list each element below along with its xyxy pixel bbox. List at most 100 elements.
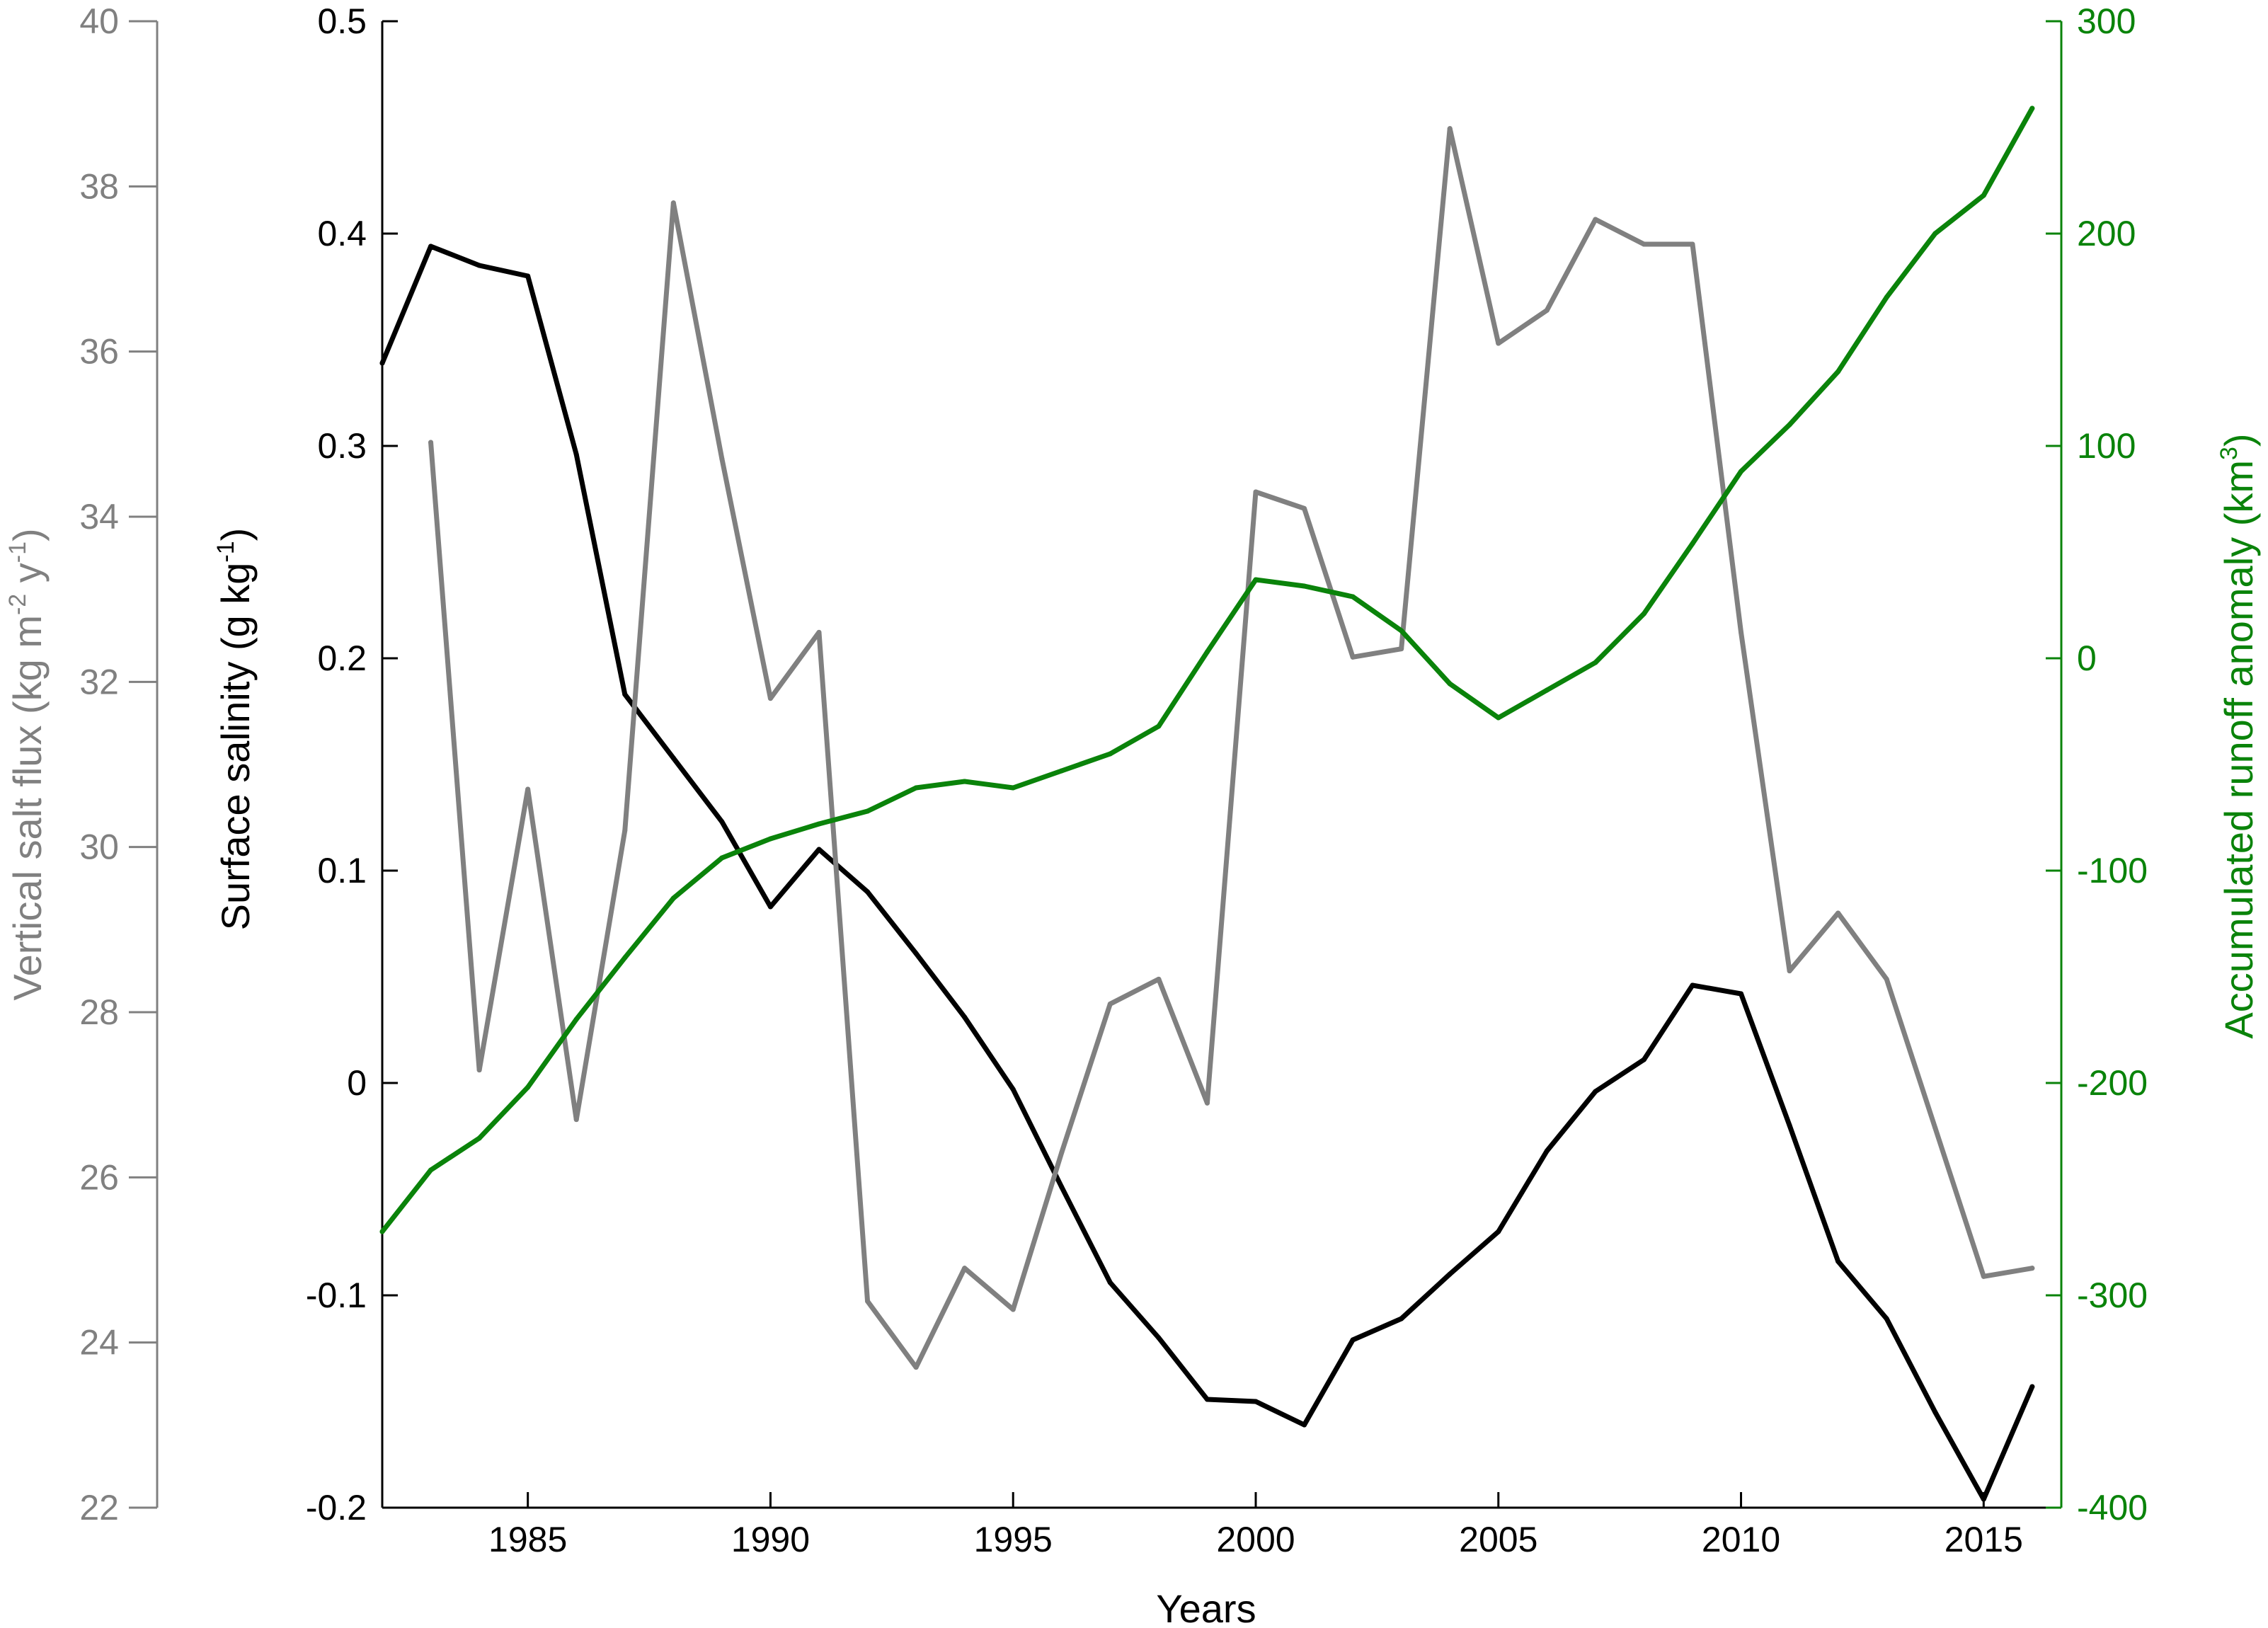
salinity-tick-label: -0.2 [306,1488,367,1527]
runoff-data-point [1981,193,1986,198]
flux-data-point [1787,968,1792,974]
salinity-data-point [719,819,725,825]
runoff-data-point [1010,785,1016,791]
runoff-data-point [1399,628,1404,634]
runoff-data-point [1496,715,1501,721]
salinity-series-line [379,243,2035,1502]
flux-tick-label: 34 [79,497,119,537]
salinity-data-point [1593,1089,1598,1094]
flux-data-point [1156,976,1162,982]
salinity-data-point [1253,1399,1259,1404]
flux-data-point [1544,307,1550,313]
flux-data-point [1835,910,1841,916]
flux-axis-title: Vertical salt flux (kg m-2 y-1) [4,528,50,1000]
runoff-data-point [1593,660,1598,665]
flux-data-point [1496,340,1501,346]
flux-tick-label: 36 [79,332,119,372]
x-tick-label: 2005 [1459,1520,1537,1559]
flux-data-point [525,786,531,792]
flux-data-point [1447,126,1453,132]
runoff-tick-label: -400 [2077,1488,2148,1527]
flux-data-point [1641,241,1646,247]
salinity-data-point [670,755,676,761]
salinity-data-point [1690,982,1695,988]
runoff-data-point [525,1084,531,1090]
salinity-data-point [2029,1384,2035,1389]
salinity-data-point [1835,1259,1841,1264]
flux-data-point [1884,976,1889,982]
series-layer [379,105,2035,1502]
flux-data-point [1739,629,1744,635]
salinity-data-point [865,889,871,895]
salinity-data-point [1932,1409,1938,1415]
runoff-data-point [719,855,725,861]
runoff-data-point [1544,687,1550,693]
salinity-data-point [1107,1280,1113,1285]
flux-data-point [1399,646,1404,652]
salinity-tick-label: 0.2 [317,638,367,678]
runoff-data-point [2029,105,2035,111]
flux-tick-label: 30 [79,827,119,867]
runoff-series-line [379,105,2035,1234]
flux-data-point [476,1067,482,1073]
runoff-data-point [962,779,968,784]
salinity-tick-label: 0.5 [317,1,367,41]
flux-data-point [428,440,434,445]
salinity-data-point [1350,1337,1356,1343]
salinity-data-point [525,273,531,279]
runoff-data-point [1156,723,1162,729]
salinity-data-point [1204,1397,1210,1402]
x-tick-label: 1990 [731,1520,810,1559]
salinity-data-point [428,243,434,249]
salinity-data-point [1739,991,1744,997]
flux-data-point [865,1298,871,1304]
flux-tick-label: 32 [79,662,119,701]
flux-data-point [1253,489,1259,495]
flux-data-point [1690,241,1695,247]
runoff-data-point [1302,583,1307,589]
salinity-data-point [767,904,773,910]
flux-data-point [1350,654,1356,660]
flux-data-point [1981,1273,1986,1279]
runoff-data-point [428,1167,434,1173]
x-tick-label: 1985 [488,1520,567,1559]
runoff-data-point [1884,294,1889,300]
flux-data-point [913,1365,919,1370]
flux-series-line [428,126,2035,1370]
salinity-data-point [913,951,919,956]
runoff-axis-title: Accumulated runoff anomaly (km3) [2216,433,2261,1038]
flux-data-point [2029,1266,2035,1271]
flux-data-point [1204,1100,1210,1106]
runoff-data-point [1253,577,1259,583]
salinity-data-point [1399,1316,1404,1322]
x-tick-label: 2010 [1702,1520,1780,1559]
salinity-data-point [816,847,822,852]
salinity-data-point [1447,1271,1453,1277]
runoff-data-point [1690,541,1695,546]
runoff-data-point [767,836,773,842]
salinity-data-point [476,263,482,268]
salinity-data-point [573,452,579,457]
runoff-tick-label: 300 [2077,1,2136,41]
flux-tick-label: 26 [79,1157,119,1197]
salinity-tick-label: 0.1 [317,851,367,890]
salinity-tick-label: 0.3 [317,426,367,466]
runoff-data-point [1641,611,1646,617]
runoff-data-point [1350,594,1356,600]
salinity-data-point [379,360,385,366]
runoff-data-point [573,1016,579,1022]
runoff-tick-label: -100 [2077,851,2148,890]
salinity-data-point [1302,1422,1307,1428]
flux-data-point [1932,1125,1938,1130]
ticks-layer: 1985 1990 1995 2000 2005 2010 2015222426283032… [79,1,2148,1559]
salinity-data-point [1059,1184,1065,1190]
runoff-data-point [1787,422,1792,428]
salinity-axis-title: Surface salinity (g kg-1) [212,528,258,931]
salinity-data-point [962,1014,968,1020]
flux-data-point [1059,1150,1065,1155]
flux-data-point [622,827,628,833]
salinity-tick-label: 0 [347,1063,367,1103]
salinity-data-point [1981,1496,1986,1502]
salinity-data-point [1496,1229,1501,1234]
